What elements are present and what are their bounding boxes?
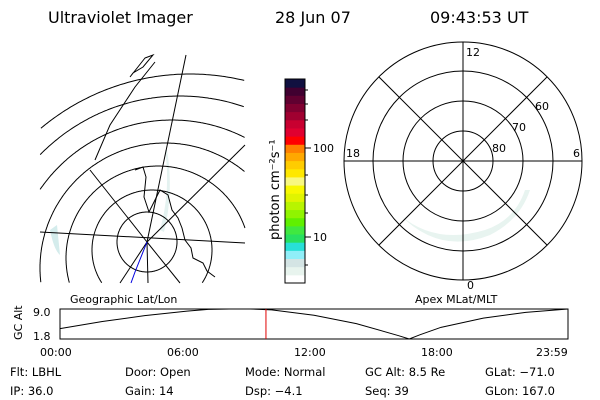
colorbar-swatch xyxy=(285,111,305,121)
colorbar-swatch xyxy=(285,274,305,284)
colorbar-swatch xyxy=(285,136,305,145)
colorbar-swatch xyxy=(285,201,305,211)
info-field: Gain: 14 xyxy=(125,384,174,398)
info-field: Mode: Normal xyxy=(245,365,325,379)
colorbar-swatch xyxy=(285,266,305,276)
colorbar-swatch xyxy=(285,234,305,243)
colorbar-swatch xyxy=(285,209,305,219)
colorbar-swatch xyxy=(285,168,305,178)
colorbar-swatch xyxy=(285,79,305,88)
colorbar-swatch xyxy=(285,103,305,113)
colorbar-swatch xyxy=(285,119,305,129)
colorbar xyxy=(285,79,305,284)
colorbar-swatch xyxy=(285,176,305,186)
info-field: GLat: −71.0 xyxy=(485,365,555,379)
info-field: Seq: 39 xyxy=(365,384,409,398)
lat-label-80: 80 xyxy=(492,142,506,155)
geographic-map xyxy=(39,53,246,284)
info-field: Door: Open xyxy=(125,365,191,379)
altitude-plot xyxy=(59,308,569,340)
info-field: IP: 36.0 xyxy=(10,384,53,398)
latitude-circle xyxy=(39,119,245,190)
colorbar-swatch xyxy=(285,160,305,170)
latitude-circles xyxy=(39,73,246,283)
latitude-circle xyxy=(91,189,213,283)
left-panel-caption: Geographic Lat/Lon xyxy=(70,293,177,306)
colorbar-swatch xyxy=(285,87,305,96)
latitude-circle xyxy=(116,211,178,273)
colorbar-swatch xyxy=(285,185,305,194)
colorbar-unit-label: photon cm⁻²s⁻¹ xyxy=(268,139,283,240)
altitude-line xyxy=(59,308,569,340)
colorbar-swatch xyxy=(285,258,305,268)
colorbar-swatch xyxy=(285,225,305,235)
mlt-label-12: 12 xyxy=(466,46,480,59)
y-tick-bottom: 1.8 xyxy=(33,330,51,343)
time-label: 09:43:53 UT xyxy=(430,8,529,27)
info-field: Dsp: −4.1 xyxy=(245,384,303,398)
x-tick-label: 23:59 xyxy=(536,346,568,359)
x-tick-label: 18:00 xyxy=(421,346,453,359)
x-tick-label: 12:00 xyxy=(294,346,326,359)
colorbar-swatch xyxy=(285,217,305,227)
colorbar-swatch xyxy=(285,144,305,153)
colorbar-swatch xyxy=(285,127,305,137)
colorbar-swatch xyxy=(285,152,305,162)
info-field: GC Alt: 8.5 Re xyxy=(365,365,445,379)
x-tick-label: 06:00 xyxy=(167,346,199,359)
y-axis-label: GC Alt xyxy=(12,305,25,340)
date-label: 28 Jun 07 xyxy=(275,8,351,27)
info-field: GLon: 167.0 xyxy=(485,384,555,398)
latitude-circle xyxy=(65,165,246,283)
apex-polar-plot xyxy=(343,41,583,281)
latitude-circle xyxy=(39,95,244,155)
colorbar-tick-100: 100 xyxy=(313,142,334,155)
mlt-label-18: 18 xyxy=(346,147,360,160)
colorbar-swatch xyxy=(285,193,305,202)
right-panel-caption: Apex MLat/MLT xyxy=(415,293,498,306)
colorbar-swatch xyxy=(285,242,305,251)
mlt-label-0: 0 xyxy=(467,279,474,292)
colorbar-swatch xyxy=(285,250,305,260)
lat-label-60: 60 xyxy=(535,100,549,113)
lat-label-70: 70 xyxy=(512,121,526,134)
mlt-label-6: 6 xyxy=(573,147,580,160)
altitude-plot-frame xyxy=(59,308,569,340)
colorbar-frame xyxy=(284,78,306,284)
latitude-circle xyxy=(40,73,245,129)
latitude-circle xyxy=(201,250,213,283)
colorbar-ticks xyxy=(305,89,311,266)
latitude-circle xyxy=(39,142,245,283)
instrument-title: Ultraviolet Imager xyxy=(48,8,193,27)
colorbar-tick-10: 10 xyxy=(313,231,327,244)
colorbar-swatch xyxy=(285,95,305,104)
y-tick-top: 9.0 xyxy=(33,306,51,319)
x-tick-label: 00:00 xyxy=(40,346,72,359)
info-field: Flt: LBHL xyxy=(10,365,62,379)
